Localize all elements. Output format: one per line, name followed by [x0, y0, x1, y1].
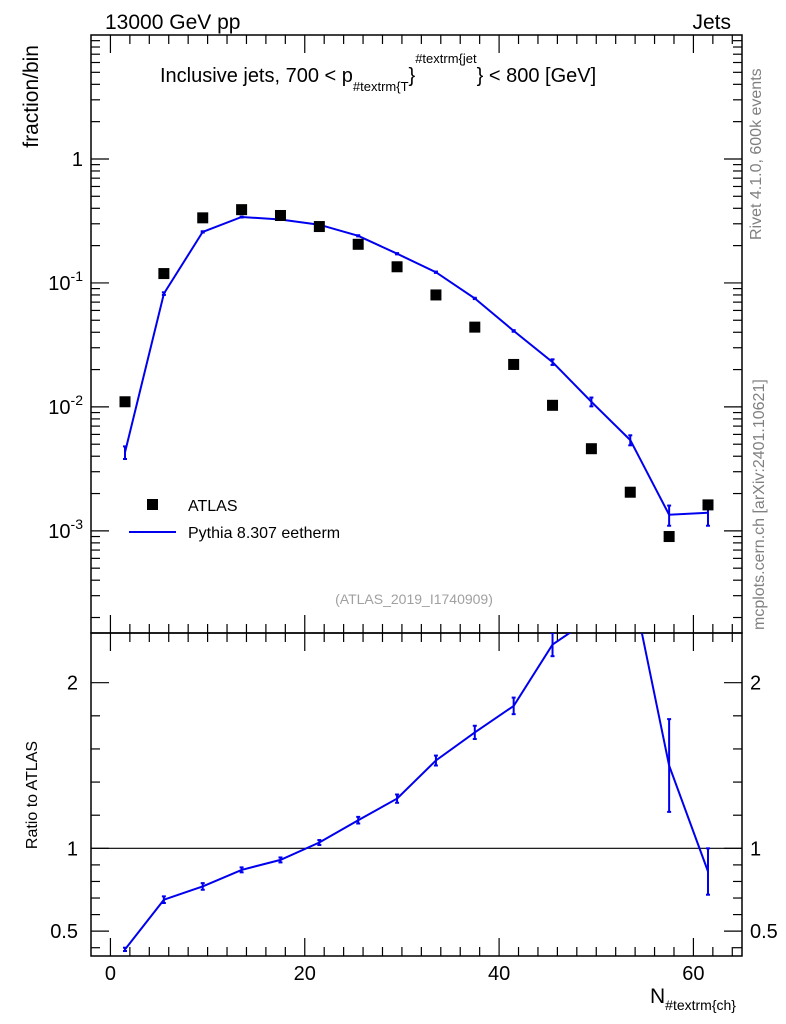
x-tick-label: 60	[682, 963, 704, 985]
atlas-data-point	[352, 238, 364, 250]
main-y-tick-label: 10-3	[48, 516, 83, 543]
atlas-data-point	[702, 499, 714, 511]
atlas-data-point	[197, 212, 209, 224]
ratio-clipped-group	[123, 633, 710, 953]
ratio-series-line	[124, 633, 709, 951]
main-title: Inclusive jets, 700 < p#textrm{T}#textrm…	[160, 51, 596, 94]
main-series-marks	[119, 204, 714, 543]
atlas-data-point	[119, 396, 131, 408]
ratio-y-tick-label-right: 2	[750, 673, 761, 695]
main-y-tick-label: 1	[72, 149, 83, 171]
atlas-data-point	[547, 399, 559, 411]
mcplots-label: mcplots.cern.ch [arXiv:2401.10621]	[751, 379, 768, 630]
legend-atlas-label: ATLAS	[188, 498, 238, 515]
atlas-data-point	[663, 531, 675, 543]
main-y-axis-label: fraction/bin	[20, 45, 43, 148]
ratio-y-tick-label: 1	[67, 838, 78, 860]
ratio-y-tick-label-right: 0.5	[750, 921, 778, 943]
atlas-data-point	[508, 358, 520, 370]
ratio-y-axis-label: Ratio to ATLAS	[24, 741, 41, 849]
ratio-axis-ticks: 0 20 40 60 0.5 0.5 1 1 2 2	[50, 633, 778, 985]
x-tick-label: 0	[105, 963, 116, 985]
atlas-data-point	[236, 204, 248, 216]
ratio-y-tick-label: 0.5	[50, 921, 78, 943]
atlas-data-point	[624, 486, 636, 498]
pythia-series-line	[124, 215, 709, 516]
main-plot-frame	[90, 34, 743, 634]
main-y-tick-label: 10-1	[48, 268, 83, 295]
atlas-data-point	[391, 261, 403, 273]
atlas-data-point	[274, 209, 286, 221]
atlas-data-point	[158, 268, 170, 280]
atlas-data-point	[430, 289, 442, 301]
ratio-y-tick-label: 2	[67, 673, 78, 695]
energy-label: 13000 GeV pp	[105, 11, 240, 34]
legend-pythia-label: Pythia 8.307 eetherm	[188, 525, 340, 542]
atlas-data-point	[313, 221, 325, 233]
main-y-tick-label: 10-2	[48, 392, 83, 419]
atlas-data-point	[585, 443, 597, 455]
category-label: Jets	[692, 11, 731, 34]
x-axis-label: N#textrm{ch}	[650, 985, 736, 1013]
ratio-y-tick-label-right: 1	[750, 838, 761, 860]
analysis-id: (ATLAS_2019_I1740909)	[335, 591, 493, 607]
ratio-series-marks	[123, 633, 710, 953]
rivet-label: Rivet 4.1.0, 600k events	[748, 68, 765, 240]
legend-atlas-marker	[147, 499, 158, 510]
main-axis-ticks: 10-3 10-2 10-1 1	[48, 35, 742, 633]
x-tick-label: 20	[294, 963, 316, 985]
ratio-plot-frame	[90, 632, 743, 957]
x-tick-label: 40	[488, 963, 510, 985]
atlas-data-point	[469, 321, 481, 333]
